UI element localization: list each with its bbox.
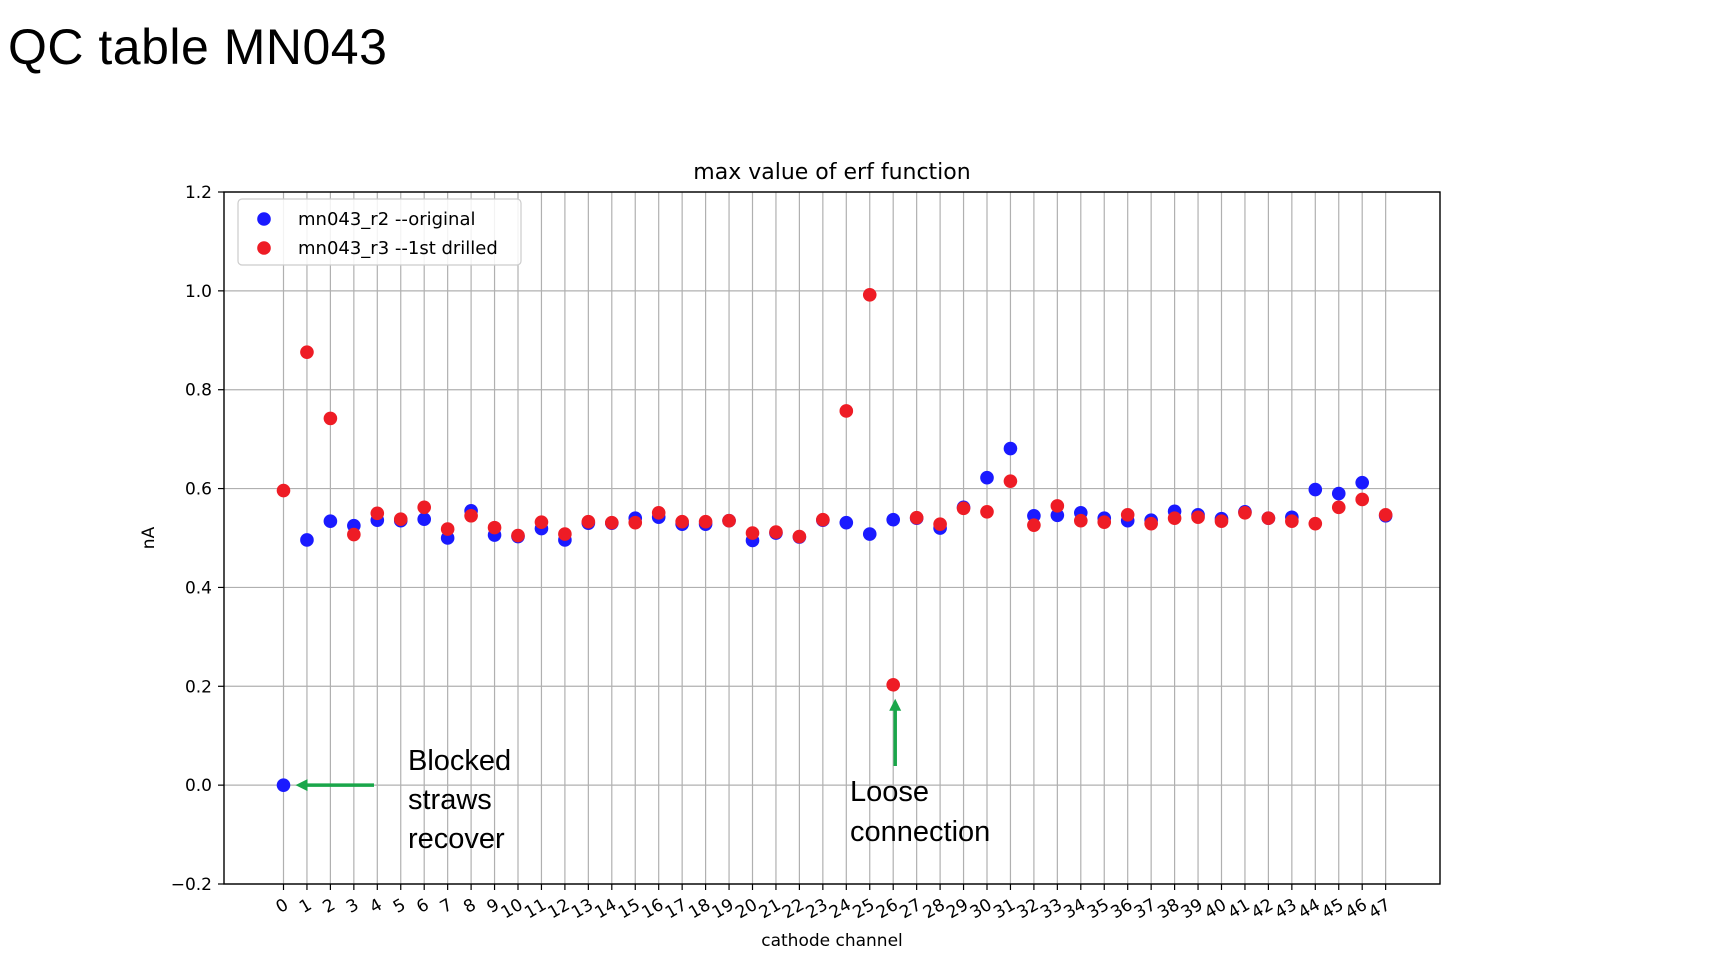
data-point-r2: [1003, 441, 1018, 456]
slide-title: QC table MN043: [8, 19, 388, 75]
data-point-r3: [769, 525, 783, 539]
y-tick-label: 1.2: [185, 183, 212, 203]
data-point-r2: [839, 515, 854, 530]
legend-label: mn043_r3 --1st drilled: [298, 238, 498, 259]
data-point-r3: [792, 529, 807, 544]
data-point-r3: [511, 528, 525, 543]
data-point-r3: [1308, 516, 1323, 531]
chart-title: max value of erf function: [693, 160, 970, 185]
data-point-r3: [722, 513, 736, 528]
y-tick-label: 0.4: [185, 578, 212, 598]
data-point-r3: [1214, 514, 1229, 528]
data-point-r3: [1120, 507, 1135, 522]
data-point-r3: [1027, 518, 1041, 532]
annotation-text: straws: [408, 784, 492, 816]
data-point-r2: [417, 512, 432, 527]
data-point-r3: [956, 501, 971, 516]
data-point-r3: [1144, 516, 1158, 531]
y-axis-label: nA: [139, 526, 159, 549]
x-tick-label: 0: [273, 895, 292, 918]
data-point-r3: [980, 505, 994, 519]
data-point-r3: [1191, 510, 1205, 525]
x-tick-label: 3: [343, 895, 362, 918]
data-point-r3: [839, 404, 854, 418]
y-tick-label: −0.2: [171, 875, 212, 895]
data-point-r3: [651, 505, 666, 520]
data-point-r3: [323, 411, 338, 426]
annotation-arrowhead: [295, 779, 308, 792]
data-point-r3: [440, 522, 455, 536]
x-tick-label: 2: [320, 895, 339, 918]
x-tick-label: 47: [1365, 895, 1394, 923]
data-point-r2: [1027, 508, 1041, 523]
data-point-r3: [276, 483, 291, 498]
y-tick-label: 1.0: [185, 282, 212, 302]
data-point-r3: [816, 512, 830, 527]
x-tick-label: 4: [366, 895, 385, 918]
data-point-r3: [558, 527, 572, 541]
annotation-text: connection: [850, 816, 990, 848]
data-point-r3: [487, 520, 502, 535]
data-point-r3: [745, 526, 760, 540]
annotation-text: Blocked: [408, 745, 511, 777]
data-point-r2: [886, 512, 900, 527]
data-point-r2: [1331, 486, 1346, 501]
x-tick-label: 5: [390, 895, 409, 918]
data-point-r3: [628, 515, 643, 530]
data-point-r2: [862, 527, 877, 541]
x-tick-label: 7: [437, 895, 456, 918]
annotation-arrowhead: [889, 698, 902, 711]
data-point-r3: [1378, 507, 1393, 522]
y-tick-label: 0.8: [185, 381, 212, 401]
y-tick-label: 0.2: [185, 677, 212, 697]
data-point-r3: [1167, 511, 1182, 526]
data-point-r3: [909, 510, 924, 525]
data-point-r3: [1331, 500, 1346, 515]
data-point-r2: [276, 778, 291, 792]
data-point-r3: [1097, 515, 1112, 529]
data-point-r2: [1308, 482, 1323, 497]
data-point-r3: [417, 500, 432, 515]
data-point-r3: [1050, 499, 1065, 513]
y-tick-label: 0.0: [185, 776, 212, 796]
data-point-r2: [980, 470, 994, 485]
x-axis-label: cathode channel: [761, 931, 903, 951]
data-point-r3: [464, 508, 478, 523]
data-point-r3: [605, 515, 619, 530]
data-point-r2: [1050, 508, 1065, 523]
x-tick-label: 8: [460, 895, 479, 918]
legend-marker: [257, 212, 271, 226]
data-point-r2: [300, 533, 314, 547]
data-point-r3: [933, 517, 947, 531]
annotation-text: Loose: [850, 776, 929, 808]
plot-frame: [223, 191, 1441, 885]
data-point-r3: [370, 506, 385, 521]
data-point-r3: [1238, 505, 1252, 520]
legend-label: mn043_r2 --original: [298, 209, 475, 230]
data-point-r3: [393, 512, 408, 527]
data-point-r3: [1261, 511, 1276, 526]
data-point-r3: [886, 678, 900, 692]
data-point-r3: [1003, 474, 1018, 488]
data-point-r3: [698, 514, 713, 529]
data-point-r3: [534, 515, 549, 529]
annotation-text: recover: [408, 823, 505, 855]
legend-marker: [257, 241, 271, 255]
x-tick-label: 6: [413, 895, 432, 918]
data-point-r3: [1074, 513, 1088, 528]
data-point-r3: [347, 527, 361, 542]
data-point-r3: [675, 514, 689, 529]
data-point-r3: [1285, 514, 1299, 528]
data-point-r2: [323, 514, 338, 528]
data-point-r2: [1355, 475, 1369, 490]
x-tick-label: 1: [296, 895, 315, 918]
data-point-r3: [862, 288, 877, 302]
data-point-r3: [1355, 492, 1369, 507]
y-tick-label: 0.6: [185, 480, 212, 500]
data-point-r3: [300, 345, 314, 359]
legend-box: [237, 198, 522, 266]
data-point-r3: [581, 514, 596, 529]
